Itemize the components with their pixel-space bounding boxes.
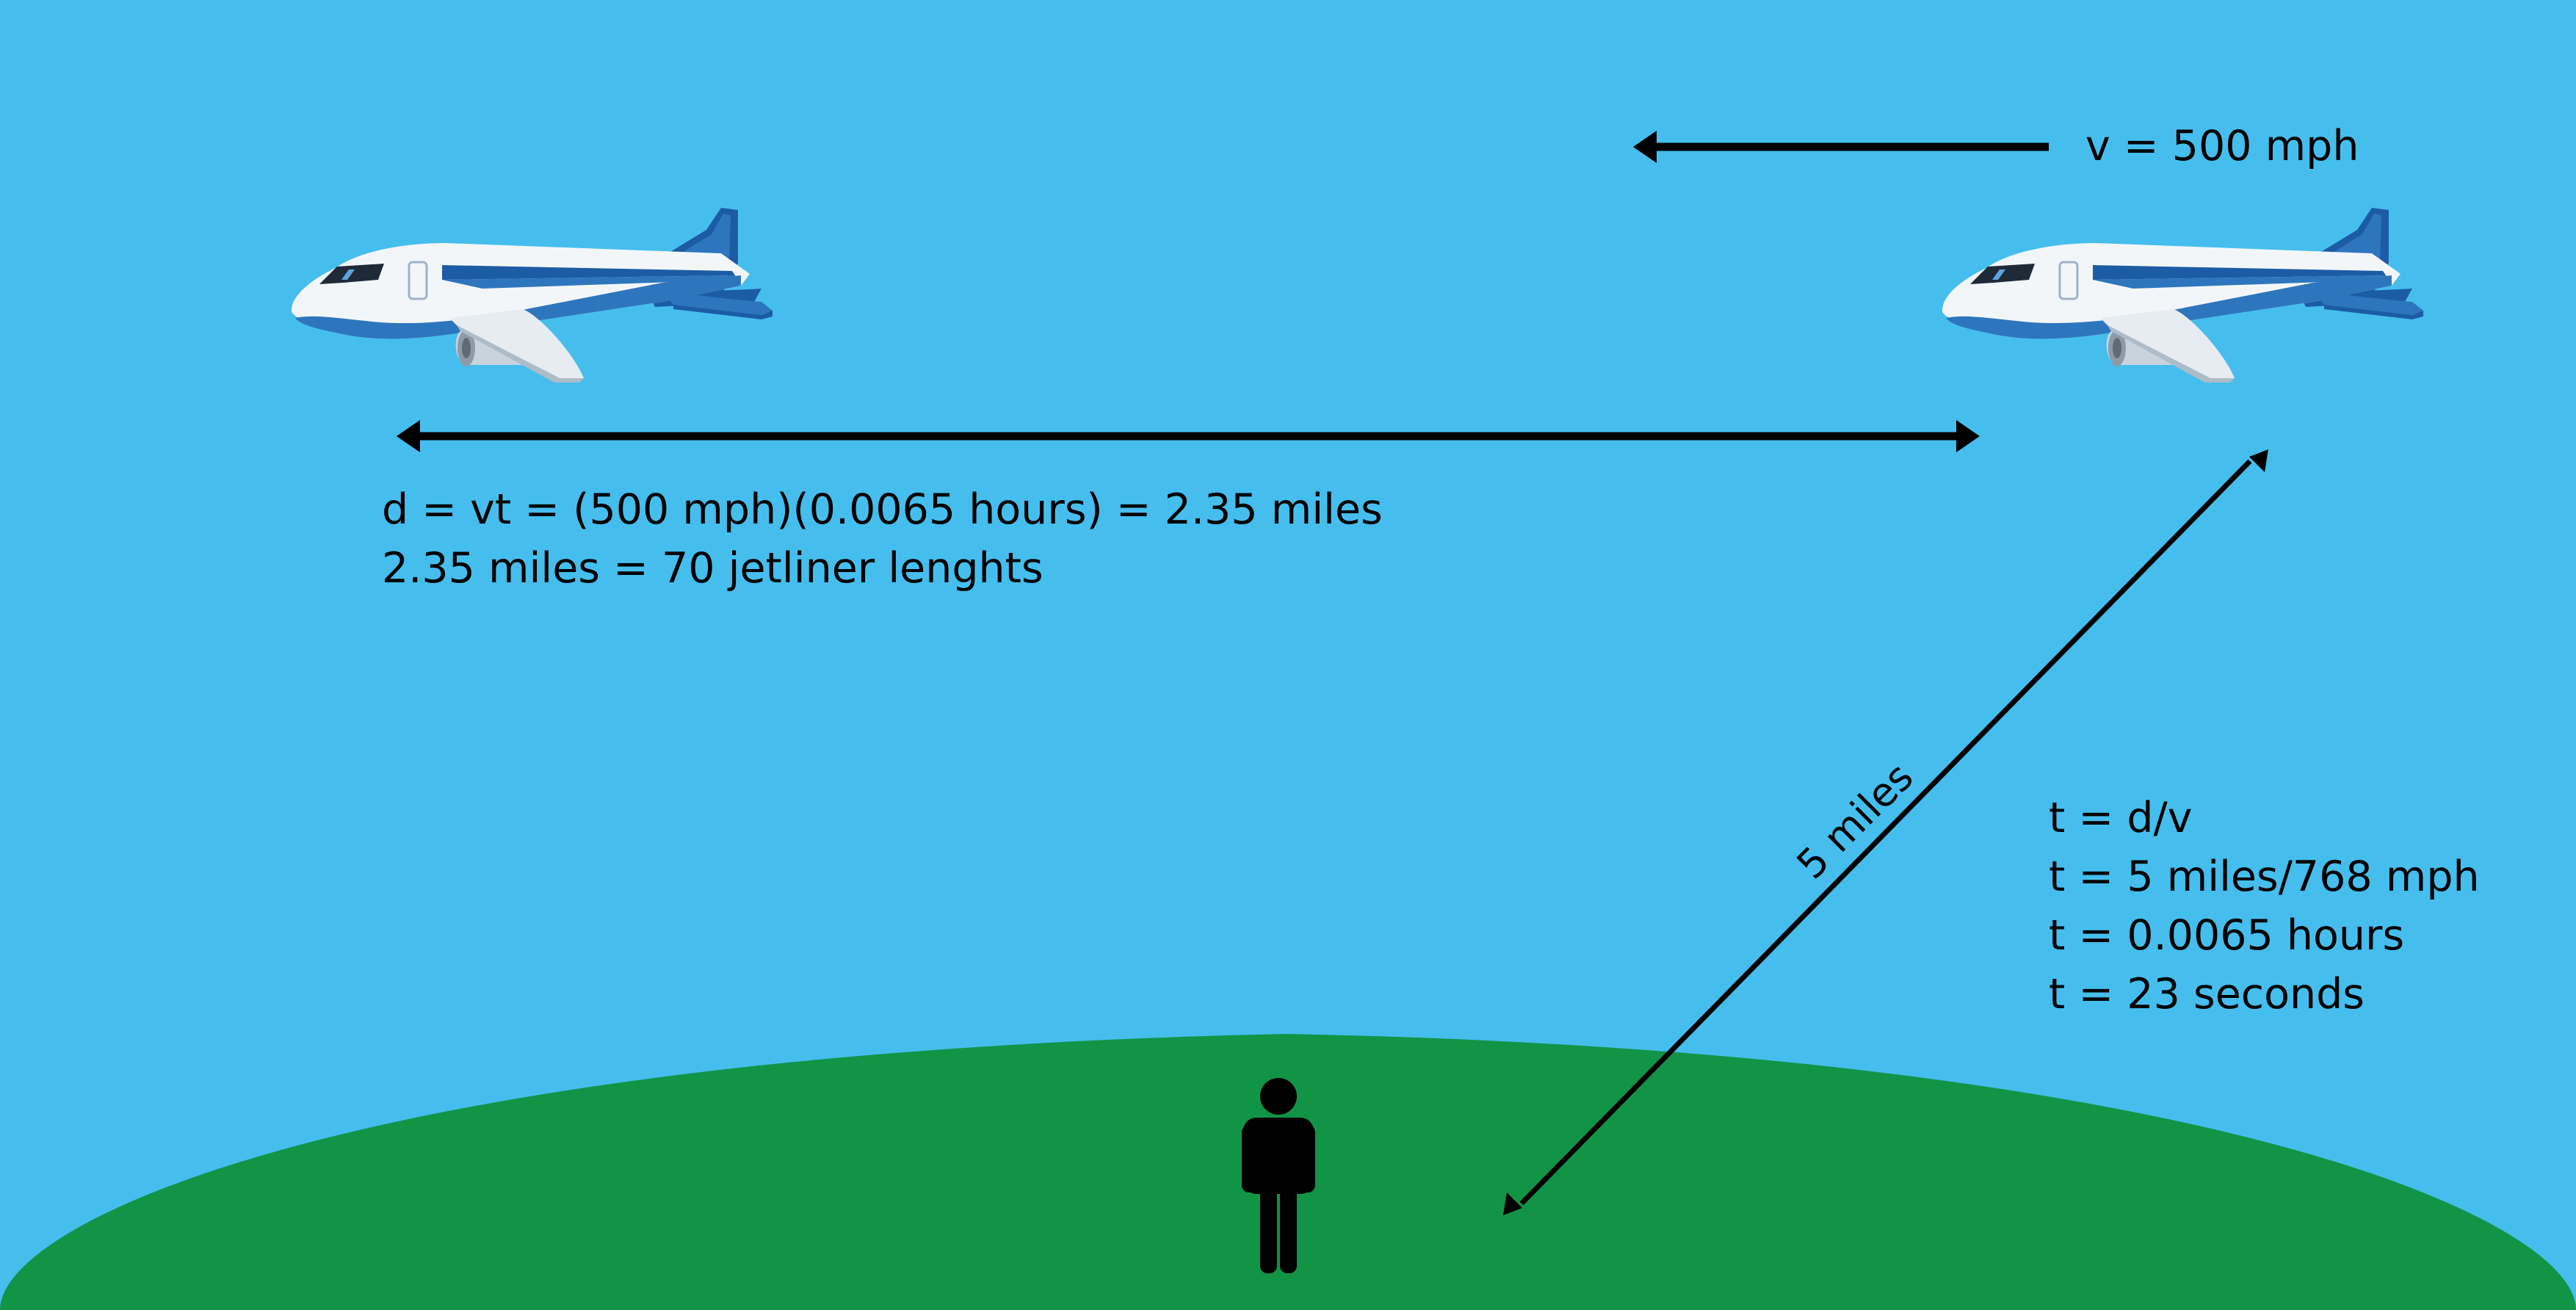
- person-icon: [1242, 1078, 1315, 1273]
- velocity-label: v = 500 mph: [2085, 122, 2359, 170]
- distance-double-arrow: [397, 420, 1980, 452]
- time-substitution: t = 5 miles/768 mph: [2049, 853, 2480, 901]
- slant-range-arrow: [1503, 449, 2268, 1215]
- time-seconds: t = 23 seconds: [2049, 970, 2365, 1018]
- distance-equivalence: 2.35 miles = 70 jetliner lenghts: [382, 544, 1043, 593]
- distance-formula: d = vt = (500 mph)(0.0065 hours) = 2.35 …: [382, 485, 1383, 534]
- time-formula: t = d/v: [2049, 794, 2192, 842]
- time-hours: t = 0.0065 hours: [2049, 911, 2404, 960]
- velocity-arrow: [1633, 131, 2049, 163]
